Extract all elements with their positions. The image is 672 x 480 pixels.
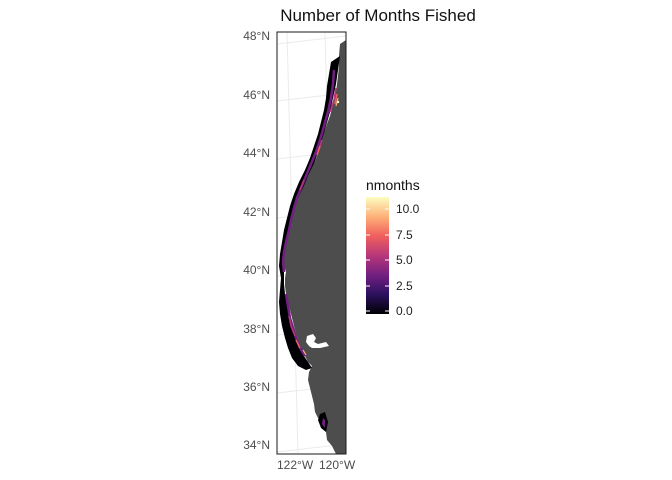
land-mass (284, 40, 346, 454)
bay-water (306, 334, 329, 348)
legend-tick-marks (366, 208, 389, 312)
legend-tick-label: 10.0 (396, 202, 420, 216)
x-tick-label: 122°W (277, 458, 314, 472)
chart-title: Number of Months Fished (280, 6, 476, 25)
y-tick-label: 34°N (243, 438, 270, 452)
legend-colorbar (366, 197, 389, 314)
legend-tick-label: 7.5 (396, 228, 413, 242)
fishing-band (279, 56, 340, 432)
legend-tick-label: 2.5 (396, 279, 413, 293)
y-tick-label: 42°N (243, 205, 270, 219)
legend-title: nmonths (366, 177, 420, 193)
y-tick-label: 44°N (243, 146, 270, 160)
y-tick-label: 38°N (243, 322, 270, 336)
y-tick-label: 36°N (243, 380, 270, 394)
x-tick-label: 120°W (319, 458, 356, 472)
y-tick-label: 48°N (243, 29, 270, 43)
legend-tick-label: 5.0 (396, 253, 413, 267)
y-tick-label: 40°N (243, 263, 270, 277)
legend-tick-label: 0.0 (396, 304, 413, 318)
panel-border (276, 31, 347, 455)
y-tick-label: 46°N (243, 88, 270, 102)
